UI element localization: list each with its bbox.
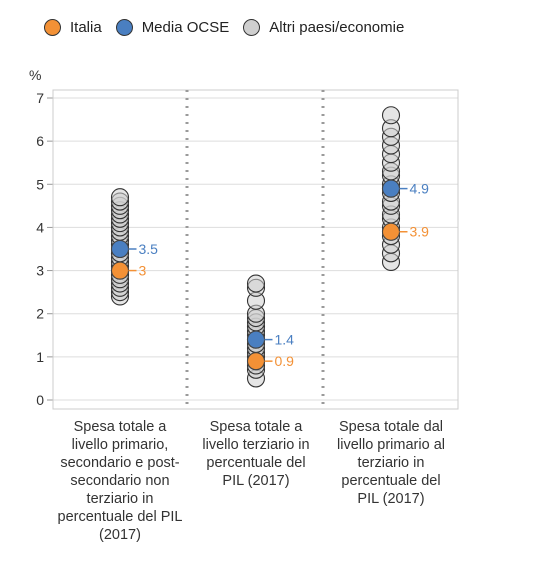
legend-swatch [115,18,133,36]
data-point-oecd [246,330,266,349]
data-label-oecd: 1.4 [275,332,295,348]
x-category-label: Spesa totale a livello terziario in perc… [202,419,310,489]
data-point-oecd [381,179,401,198]
y-tick-label: 7 [36,90,44,106]
y-tick-label: 2 [36,306,44,322]
legend-label: Altri paesi/economie [269,18,405,36]
y-tick-label: 5 [36,176,44,192]
legend-item: Media OCSE [115,18,230,36]
legend-item: Italia [44,18,102,36]
legend-label: Italia [70,18,102,36]
y-tick-label: 6 [36,133,44,149]
plot-frame [52,89,459,410]
data-point-other [246,274,266,293]
y-tick-label: 1 [36,349,44,365]
data-label-oecd: 3.5 [139,241,159,257]
y-tick-label: 4 [36,219,44,235]
legend-swatch [243,18,261,36]
y-tick-label: 3 [36,263,44,279]
data-label-italia: 3.9 [410,224,430,240]
legend-swatch [44,18,61,36]
data-point-oecd [110,239,130,259]
y-axis-unit: % [29,67,41,83]
legend-item: Altri paesi/economie [243,18,405,36]
x-category-label: Spesa totale a livello primario, seconda… [57,419,183,543]
legend: Italia Media OCSE Altri paesi/economie [44,14,418,40]
x-category-label: Spesa totale dal livello primario al ter… [337,419,445,507]
data-point-italia [381,222,401,241]
y-tick-label: 0 [36,392,44,408]
legend-label: Media OCSE [141,18,230,36]
data-point-other [381,106,401,125]
data-point-italia [246,352,266,371]
data-point-other [110,188,130,207]
data-point-italia [110,261,130,280]
data-label-oecd: 4.9 [410,181,430,197]
data-label-italia: 3 [139,263,147,279]
data-label-italia: 0.9 [275,353,295,369]
